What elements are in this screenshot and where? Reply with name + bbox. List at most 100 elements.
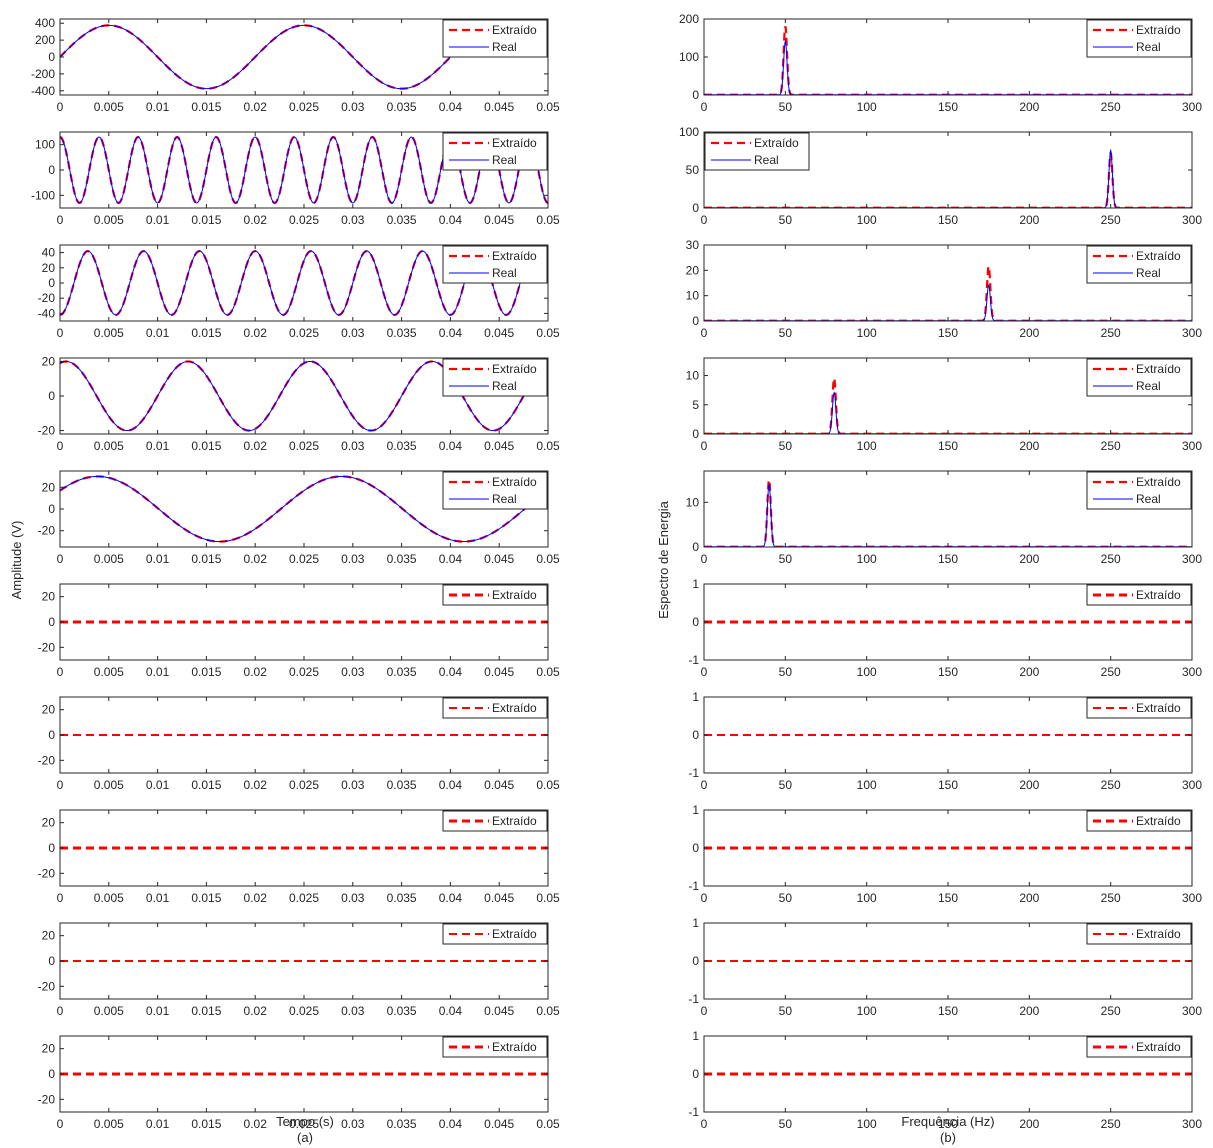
x-tick-label: 150 [938,213,958,227]
x-tick-label: 0.025 [289,326,319,340]
x-tick-label: 0.03 [341,100,365,114]
x-tick-label: 0.01 [146,778,170,792]
x-tick-label: 100 [857,326,877,340]
x-tick-label: 0.015 [191,665,221,679]
x-tick-label: 0.05 [536,891,560,905]
x-tick-label: 200 [1019,100,1039,114]
panel-b5: 0 50 100 150 200 250 300 0 10 Extraído Real [686,470,1202,566]
x-tick-label: 250 [1101,326,1121,340]
y-tick-label: -200 [31,67,55,81]
legend: Extraído Real [704,132,810,171]
x-tick-label: 0 [701,665,708,679]
x-tick-label: 150 [938,326,958,340]
x-tick-label: 250 [1101,552,1121,566]
y-tick-label: -400 [31,84,55,98]
x-tick-label: 0.015 [191,1004,221,1018]
y-tick-label: 0 [48,502,55,516]
y-tick-label: -20 [38,524,56,538]
x-tick-label: 0 [57,1117,64,1131]
legend-label-extraido: Extraído [1136,23,1181,37]
legend: Extraído Real [1086,245,1192,284]
panels-group: 0 0.005 0.01 0.015 0.02 0.025 0.03 0.035 0.04 0.0… [31,12,1202,1131]
x-tick-label: 0.04 [439,1004,463,1018]
legend: Extraído Real [1086,358,1192,397]
x-tick-label: 0 [57,552,64,566]
legend: Extraído Real [442,132,548,171]
x-tick-label: 0.005 [94,665,124,679]
legend-label-real: Real [492,379,517,393]
legend-label-real: Real [492,40,517,54]
y-tick-label: -20 [38,291,56,305]
x-tick-label: 0.04 [439,100,463,114]
y-tick-label: 0 [48,841,55,855]
x-tick-label: 0.025 [289,552,319,566]
panel-a9: 0 0.005 0.01 0.015 0.02 0.025 0.03 0.035 0.04 0.0… [38,922,560,1018]
legend-box [1086,697,1192,719]
legend-label-extraido: Extraído [1136,249,1181,263]
x-tick-label: 0.045 [484,100,514,114]
x-tick-label: 0.04 [439,213,463,227]
x-tick-label: 0.01 [146,1004,170,1018]
x-tick-label: 0.045 [484,326,514,340]
y-tick-label: 20 [42,354,56,368]
x-tick-label: 0 [701,778,708,792]
x-tick-label: 50 [779,1004,793,1018]
x-tick-label: 0.03 [341,1004,365,1018]
x-tick-label: 300 [1182,439,1202,453]
x-tick-label: 0.02 [244,778,268,792]
x-tick-label: 300 [1182,326,1202,340]
x-tick-label: 0.01 [146,1117,170,1131]
panel-b2: 0 50 100 150 200 250 300 0 50 100 Extraído Real [679,125,1202,227]
legend-label-real: Real [1136,40,1161,54]
y-tick-label: 20 [42,1042,56,1056]
x-tick-label: 150 [938,100,958,114]
legend: Extraído [442,1036,548,1058]
y-tick-label: 0 [48,954,55,968]
x-tick-label: 0.02 [244,665,268,679]
y-tick-label: -1 [688,992,699,1006]
legend: Extraído [442,697,548,719]
y-tick-label: -20 [38,640,56,654]
x-tick-label: 100 [857,213,877,227]
y-tick-label: 0 [692,427,699,441]
x-tick-label: 50 [779,1117,793,1131]
x-tick-label: 0.02 [244,439,268,453]
x-tick-label: 0.005 [94,778,124,792]
legend-label-extraido: Extraído [492,701,537,715]
left-ylabel: Amplitude (V) [9,521,24,600]
y-tick-label: 1 [692,577,699,591]
x-tick-label: 0.01 [146,891,170,905]
x-tick-label: 0.015 [191,326,221,340]
y-tick-label: -20 [38,979,56,993]
y-tick-label: -1 [688,879,699,893]
x-tick-label: 250 [1101,778,1121,792]
y-tick-label: 0 [692,954,699,968]
y-tick-label: 0 [692,540,699,554]
legend-label-real: Real [1136,266,1161,280]
y-tick-label: 0 [692,314,699,328]
x-tick-label: 300 [1182,100,1202,114]
legend-label-extraido: Extraído [492,1040,537,1054]
panel-b1: 0 50 100 150 200 250 300 0 100 200 Extraído Real [679,12,1202,114]
y-tick-label: 0 [692,1067,699,1081]
panel-b4: 0 50 100 150 200 250 300 0 5 10 Extraído Real [686,357,1202,453]
legend-label-real: Real [492,492,517,506]
y-tick-label: 0 [692,88,699,102]
x-tick-label: 0.025 [289,891,319,905]
x-tick-label: 100 [857,1004,877,1018]
x-tick-label: 0 [57,326,64,340]
x-tick-label: 0 [701,1004,708,1018]
x-tick-label: 300 [1182,1117,1202,1131]
x-tick-label: 250 [1101,439,1121,453]
panel-b3: 0 50 100 150 200 250 300 0 10 20 30 Extraído Real [686,238,1203,340]
x-tick-label: 300 [1182,665,1202,679]
x-tick-label: 0.01 [146,100,170,114]
x-tick-label: 100 [857,891,877,905]
x-tick-label: 300 [1182,552,1202,566]
legend: Extraído Real [442,471,548,510]
legend-box [442,697,548,719]
x-tick-label: 0 [57,100,64,114]
legend-box [442,358,548,397]
